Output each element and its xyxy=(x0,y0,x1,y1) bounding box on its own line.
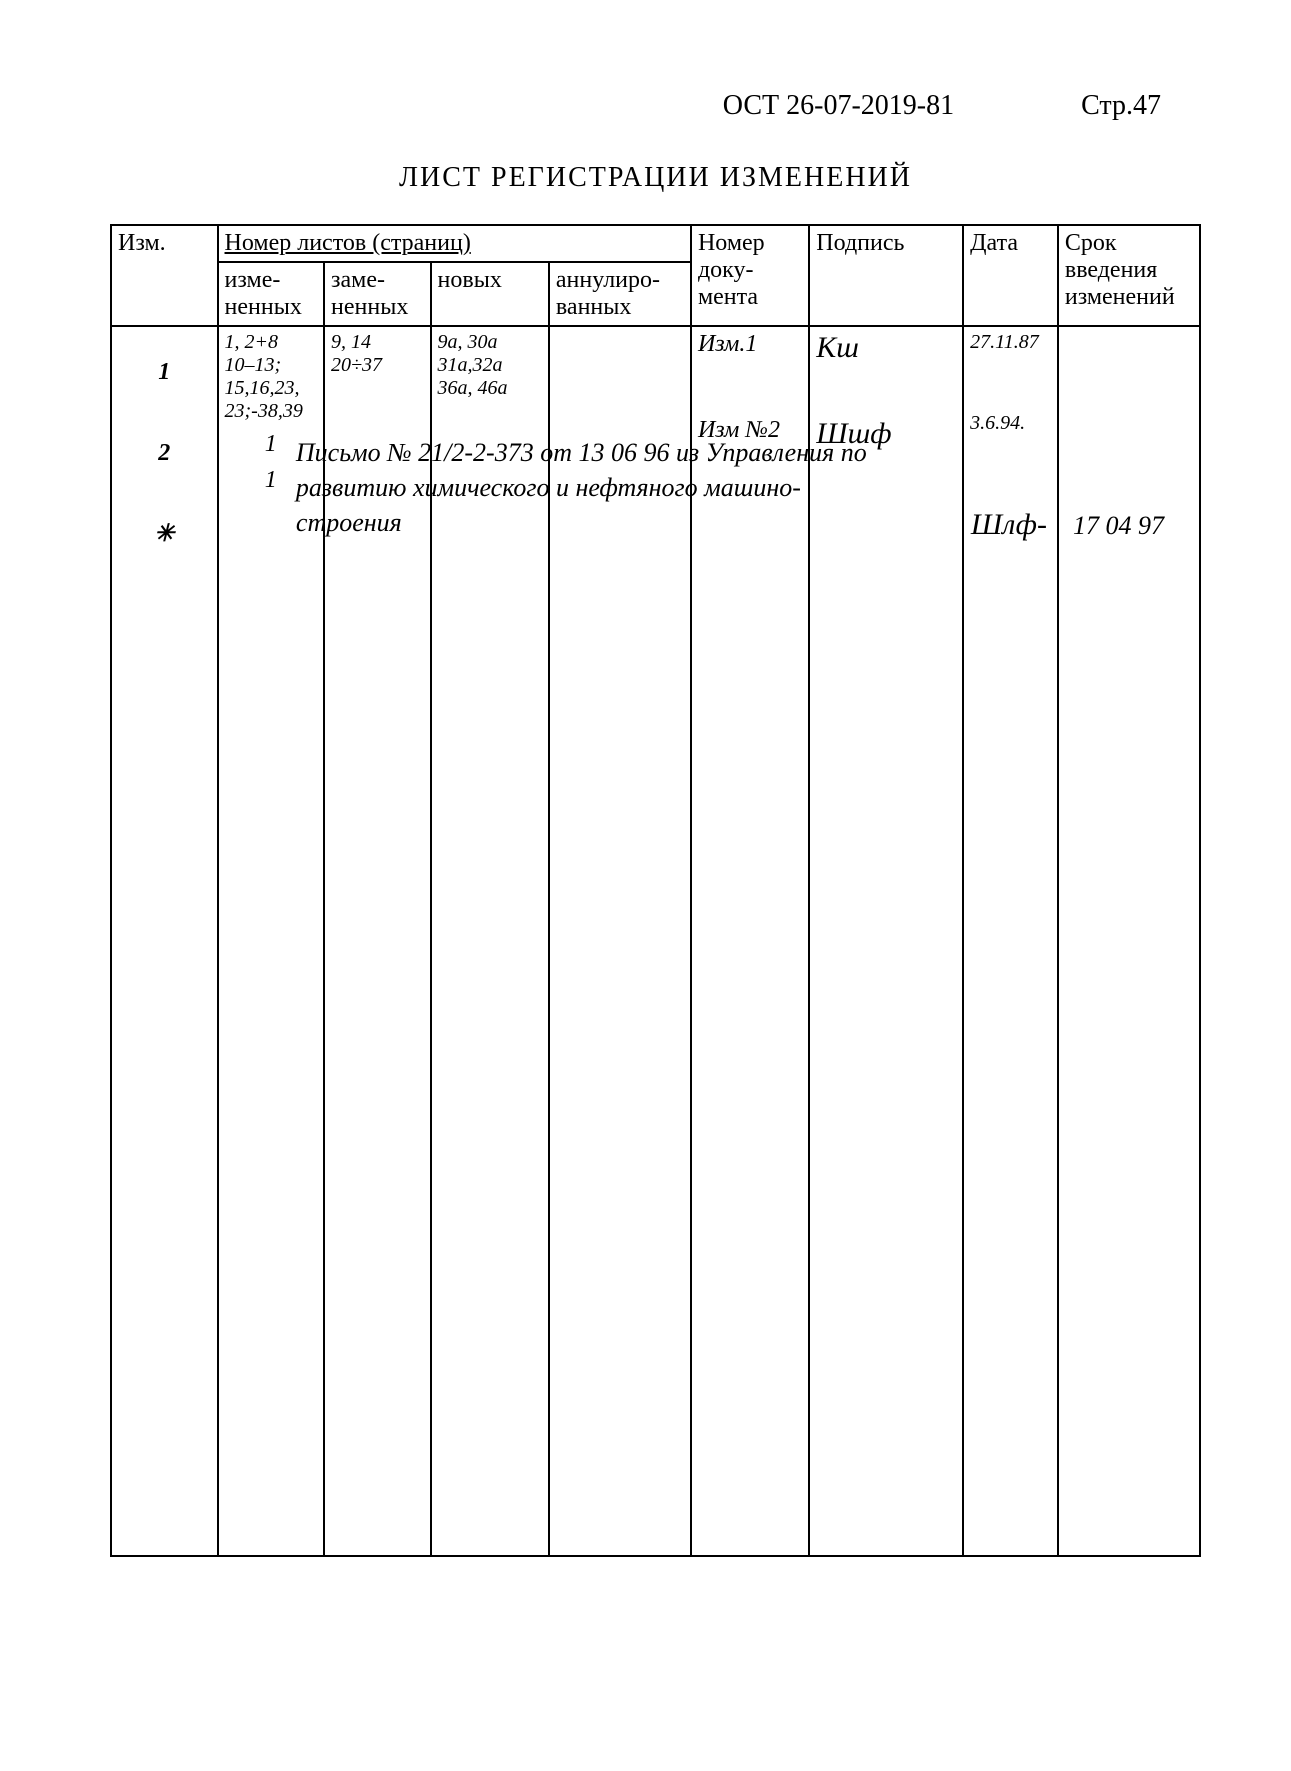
page-title: ЛИСТ РЕГИСТРАЦИИ ИЗМЕНЕНИЙ xyxy=(110,162,1201,194)
col-annulled: аннулиро- ванных xyxy=(549,262,691,326)
row1-date: 27.11.87 xyxy=(970,331,1051,354)
col-changed: изме- ненных xyxy=(218,262,325,326)
cell-changed: 1, 2+8 10–13; 15,16,23, 23;-38,39 1 1 xyxy=(218,326,325,1556)
col-group: Номер листов (страниц) xyxy=(218,225,691,262)
cell-date: 27.11.87 3.6.94. xyxy=(963,326,1058,1556)
col-sign: Подпись xyxy=(809,225,963,326)
registration-table: Изм. Номер листов (страниц) Номер доку- … xyxy=(110,224,1201,1557)
row1-doc: Изм.1 xyxy=(698,331,802,359)
col-date: Дата xyxy=(963,225,1058,326)
row2-changed: 1 xyxy=(225,431,318,459)
row2-date: 3.6.94. xyxy=(970,412,1051,435)
cell-doc: Изм.1 Изм №2 xyxy=(691,326,809,1556)
cell-new: 9а, 30а 31а,32а 36а, 46а xyxy=(431,326,549,1556)
col-replaced: заме- ненных xyxy=(324,262,431,326)
row1-sign: Кш xyxy=(816,331,956,365)
col-izm: Изм. xyxy=(111,225,218,326)
document-number: ОСТ 26-07-2019-81 xyxy=(723,90,954,122)
col-term: Срок введения изменений xyxy=(1058,225,1200,326)
cell-sign: Кш Шшф xyxy=(809,326,963,1556)
page-label: Стр.47 xyxy=(1081,90,1161,121)
row1-izm: 1 xyxy=(118,359,211,387)
row2-izm: 2 xyxy=(118,440,211,468)
row1-new: 9а, 30а 31а,32а 36а, 46а xyxy=(438,331,542,400)
row2-sign: Шшф xyxy=(816,417,956,451)
row2-doc: Изм №2 xyxy=(698,417,802,445)
cell-izm: 1 2 ✳ xyxy=(111,326,218,1556)
row1-changed: 1, 2+8 10–13; 15,16,23, 23;-38,39 xyxy=(225,331,318,423)
cell-replaced: 9, 14 20÷37 xyxy=(324,326,431,1556)
page: ОСТ 26-07-2019-81 Стр.47 ЛИСТ РЕГИСТРАЦИ… xyxy=(0,0,1291,1771)
col-doc: Номер доку- мента xyxy=(691,225,809,326)
row3-izm: ✳ xyxy=(118,521,211,549)
cell-annulled: Письмо № 21/2-2-373 от 13 06 96 из Управ… xyxy=(549,326,691,1556)
row1-replaced: 9, 14 20÷37 xyxy=(331,331,424,377)
col-new: новых xyxy=(431,262,549,326)
header-line: ОСТ 26-07-2019-81 Стр.47 xyxy=(110,90,1201,122)
row3-changed: 1 xyxy=(225,467,318,495)
cell-term xyxy=(1058,326,1200,1556)
